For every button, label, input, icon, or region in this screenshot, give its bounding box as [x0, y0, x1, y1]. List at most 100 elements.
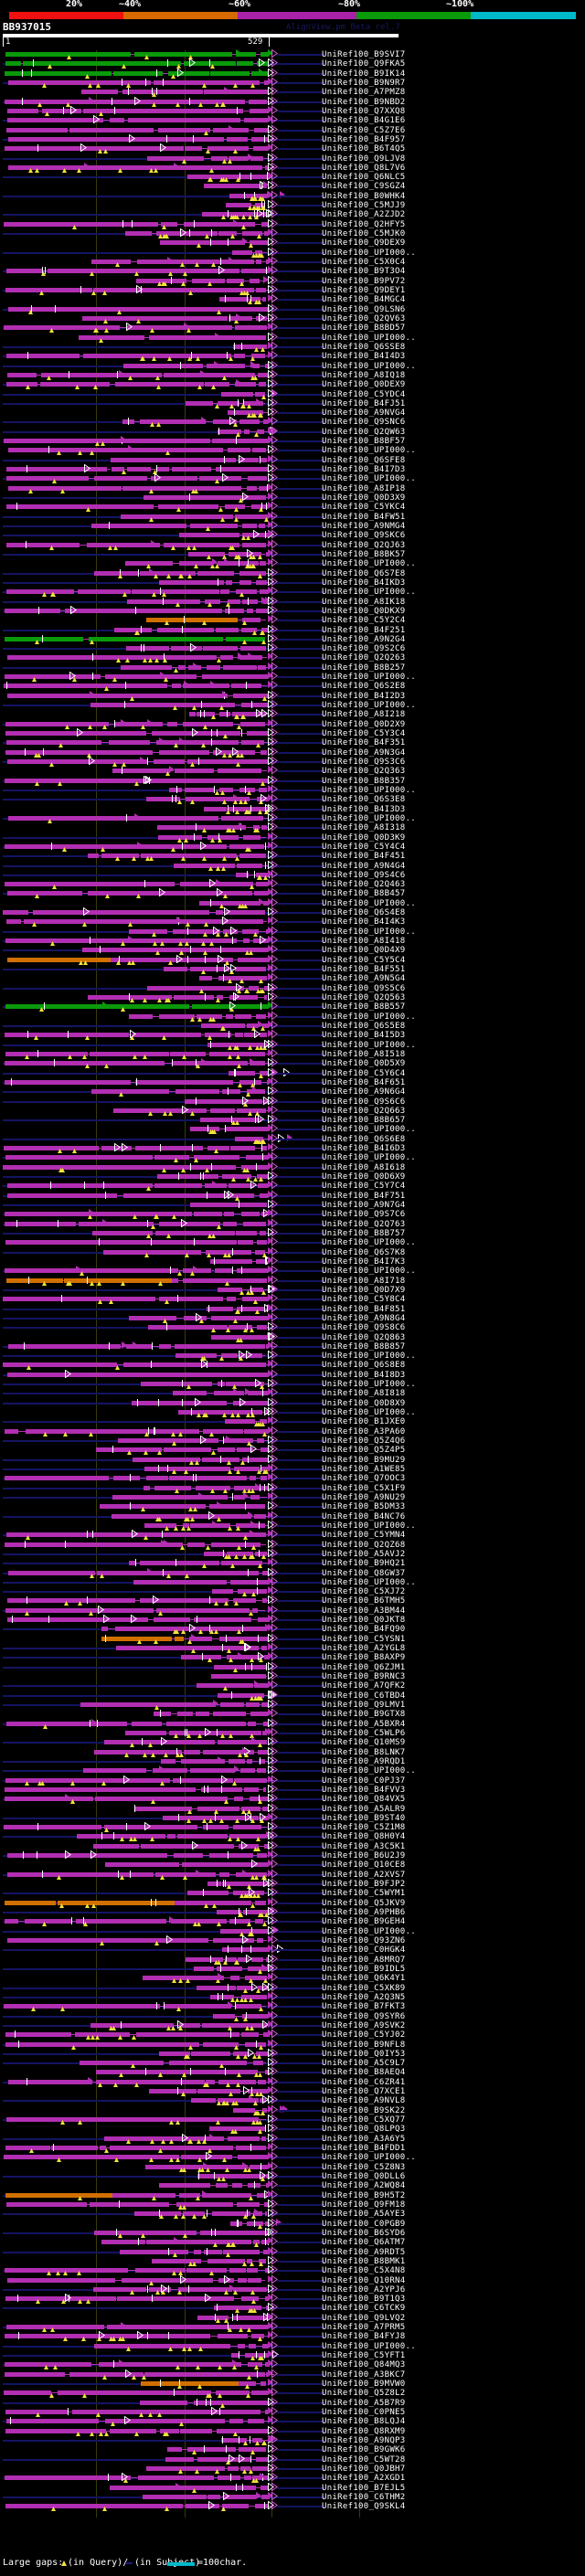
hsp-segment[interactable]: [244, 1674, 260, 1679]
sequence-label[interactable]: UniRef100_A9N4G4: [322, 862, 406, 871]
hsp-segment[interactable]: [227, 1571, 253, 1575]
sequence-label[interactable]: UniRef100_Q6SSE8: [322, 343, 406, 352]
hsp-segment[interactable]: [110, 118, 124, 122]
hsp-segment[interactable]: [251, 948, 262, 952]
hsp-segment[interactable]: [261, 109, 269, 113]
hsp-segment[interactable]: [101, 1637, 148, 1641]
hsp-segment[interactable]: [199, 1118, 223, 1122]
hsp-segment[interactable]: [261, 976, 268, 981]
hsp-segment[interactable]: [232, 250, 252, 255]
alignment-row[interactable]: UniRef100_C9SGZ4: [0, 181, 585, 191]
hsp-segment[interactable]: [201, 1023, 208, 1028]
hsp-segment[interactable]: [253, 712, 261, 716]
hsp-segment[interactable]: [266, 779, 269, 783]
hsp-segment[interactable]: [251, 1004, 266, 1009]
hsp-segment[interactable]: [224, 504, 246, 509]
hsp-segment[interactable]: [194, 1617, 236, 1622]
alignment-row[interactable]: UniRef100_Q10MS9: [0, 1737, 585, 1747]
sequence-label[interactable]: UniRef100_Q9S2C6: [322, 644, 406, 653]
hsp-segment[interactable]: [235, 948, 252, 952]
hsp-segment[interactable]: [218, 2174, 244, 2178]
hsp-segment[interactable]: [5, 2193, 112, 2198]
hsp-segment[interactable]: [191, 2098, 217, 2103]
hsp-segment[interactable]: [192, 788, 216, 792]
hsp-segment[interactable]: [251, 1702, 260, 1707]
hsp-segment[interactable]: [262, 345, 267, 349]
hsp-segment[interactable]: [217, 1447, 235, 1452]
hsp-segment[interactable]: [243, 1637, 253, 1641]
hsp-segment[interactable]: [194, 986, 202, 991]
hsp-segment[interactable]: [213, 1391, 245, 1395]
alignment-row[interactable]: UniRef100_B9IK14: [0, 69, 585, 79]
alignment-row[interactable]: UniRef100_UPI000..: [0, 361, 585, 371]
hsp-segment[interactable]: [180, 1598, 229, 1603]
hsp-segment[interactable]: [222, 1362, 249, 1367]
hsp-segment[interactable]: [265, 807, 270, 811]
hsp-segment[interactable]: [260, 1862, 269, 1867]
hsp-segment[interactable]: [228, 552, 237, 557]
hsp-segment[interactable]: [6, 1278, 64, 1283]
sequence-label[interactable]: UniRef100_C0PGB9: [322, 2220, 406, 2229]
hsp-segment[interactable]: [183, 1750, 201, 1754]
hsp-segment[interactable]: [192, 1740, 215, 1744]
hsp-segment[interactable]: [240, 703, 250, 707]
alignment-row[interactable]: UniRef100_A8I318: [0, 822, 585, 832]
hsp-segment[interactable]: [158, 504, 219, 509]
hsp-segment[interactable]: [237, 1589, 247, 1594]
alignment-row[interactable]: UniRef100_Q93ZN6: [0, 1935, 585, 1945]
hsp-segment[interactable]: [158, 1222, 169, 1226]
alignment-row[interactable]: UniRef100_B0WHK4: [0, 191, 585, 201]
hsp-segment[interactable]: [265, 128, 269, 133]
hsp-segment[interactable]: [189, 1768, 235, 1773]
hsp-segment[interactable]: [127, 1504, 168, 1509]
hsp-segment[interactable]: [242, 938, 250, 943]
alignment-row[interactable]: UniRef100_UPI000..: [0, 927, 585, 937]
sequence-label[interactable]: UniRef100_Q6ATM7: [322, 2238, 406, 2247]
sequence-label[interactable]: UniRef100_A3BM44: [322, 1606, 406, 1616]
sequence-label[interactable]: UniRef100_Q9DEX9: [322, 239, 406, 248]
hsp-segment[interactable]: [88, 1268, 178, 1273]
hsp-segment[interactable]: [263, 891, 268, 896]
sequence-label[interactable]: UniRef100_Q6S2E8: [322, 682, 406, 691]
hsp-segment[interactable]: [105, 684, 123, 688]
hsp-segment[interactable]: [5, 543, 80, 547]
hsp-segment[interactable]: [122, 486, 164, 491]
sequence-label[interactable]: UniRef100_B8B557: [322, 1002, 406, 1012]
hsp-segment[interactable]: [85, 1542, 162, 1547]
hsp-segment[interactable]: [239, 722, 248, 726]
sequence-label[interactable]: UniRef100_Q9S3C6: [322, 758, 406, 767]
hsp-segment[interactable]: [219, 297, 238, 302]
hsp-segment[interactable]: [257, 429, 264, 434]
hsp-segment[interactable]: [140, 571, 197, 576]
alignment-row[interactable]: UniRef100_Q6S5E8: [0, 1021, 585, 1031]
hsp-segment[interactable]: [264, 146, 269, 151]
hsp-segment[interactable]: [227, 618, 238, 622]
hsp-segment[interactable]: [179, 882, 222, 886]
hsp-segment[interactable]: [232, 609, 245, 613]
hsp-segment[interactable]: [7, 1571, 95, 1575]
hsp-segment[interactable]: [5, 146, 19, 151]
hsp-segment[interactable]: [97, 1571, 145, 1575]
hsp-segment[interactable]: [207, 146, 230, 151]
hsp-segment[interactable]: [211, 1571, 228, 1575]
hsp-segment[interactable]: [146, 986, 195, 991]
hsp-segment[interactable]: [254, 1504, 265, 1509]
hsp-segment[interactable]: [167, 1183, 202, 1188]
hsp-segment[interactable]: [163, 373, 207, 377]
hsp-segment[interactable]: [259, 1052, 265, 1056]
hsp-segment[interactable]: [150, 476, 174, 481]
hsp-segment[interactable]: [243, 1693, 257, 1698]
hsp-segment[interactable]: [202, 1825, 220, 1829]
hsp-segment[interactable]: [163, 2231, 197, 2235]
alignment-row[interactable]: UniRef100_Q2Q763: [0, 1219, 585, 1229]
sequence-label[interactable]: UniRef100_B4I2D3: [322, 692, 406, 701]
hsp-segment[interactable]: [254, 392, 265, 397]
hsp-segment[interactable]: [250, 269, 259, 273]
hsp-segment[interactable]: [253, 938, 263, 943]
hsp-segment[interactable]: [243, 2174, 255, 2178]
sequence-label[interactable]: UniRef100_B9H5T2: [322, 2191, 406, 2200]
sequence-label[interactable]: UniRef100_Q9LJV8: [322, 154, 406, 164]
hsp-segment[interactable]: [262, 533, 270, 537]
hsp-segment[interactable]: [90, 1052, 169, 1056]
sequence-label[interactable]: UniRef100_B8BK57: [322, 550, 406, 559]
